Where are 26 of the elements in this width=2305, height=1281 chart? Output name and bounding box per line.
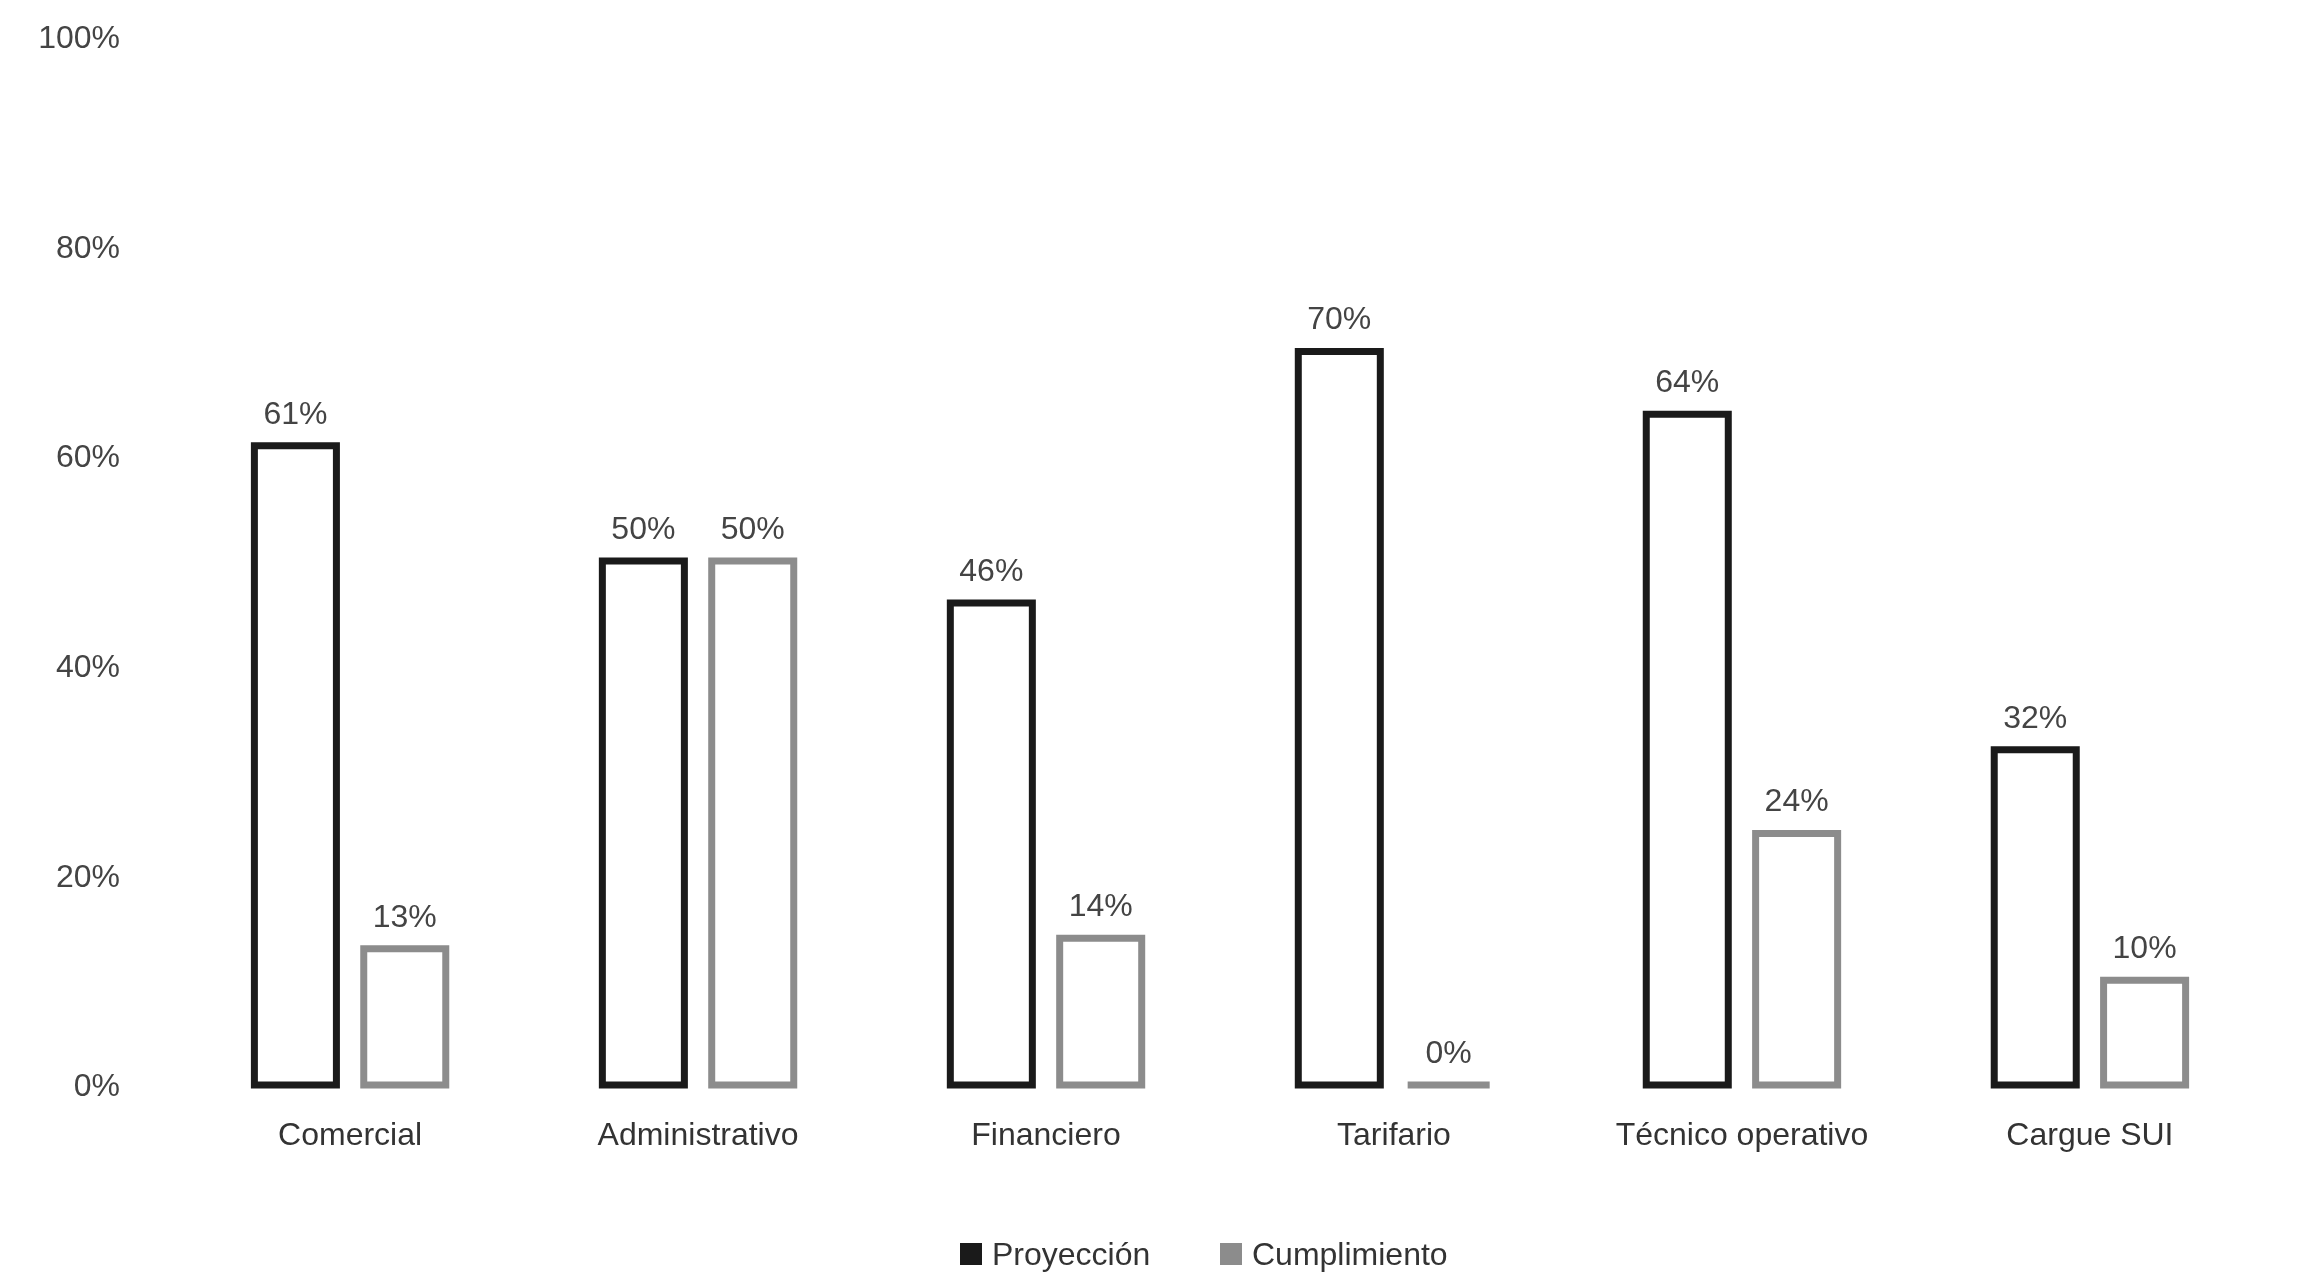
data-label: 14% [1068, 887, 1133, 924]
x-tick-label: Administrativo [597, 1116, 799, 1152]
y-tick-label: 60% [55, 438, 120, 475]
y-tick-label: 20% [55, 857, 120, 894]
legend-label: Cumplimiento [1252, 1236, 1448, 1273]
data-label: 32% [2003, 698, 2068, 735]
y-tick-label: 80% [55, 228, 120, 265]
y-tick-label: 100% [38, 19, 120, 56]
data-label: 0% [1425, 1034, 1472, 1070]
data-label: 46% [959, 551, 1024, 588]
data-label: 10% [2112, 929, 2177, 966]
data-label: 50% [611, 510, 676, 546]
data-label: 70% [1307, 300, 1372, 337]
data-label: 50% [720, 510, 785, 546]
x-tick-label: Tarifario [1337, 1116, 1451, 1152]
data-label: 61% [263, 394, 328, 431]
data-label: 24% [1764, 782, 1829, 819]
y-tick-label: 0% [73, 1067, 120, 1104]
data-label: 64% [1655, 363, 1720, 400]
data-label: 13% [372, 897, 437, 934]
x-tick-label: Comercial [278, 1116, 423, 1152]
x-tick-label: Técnico operativo [1615, 1116, 1869, 1152]
y-tick-label: 40% [55, 648, 120, 684]
x-tick-label: Cargue SUI [2006, 1116, 2174, 1152]
x-tick-label: Financiero [971, 1116, 1121, 1152]
legend-label: Proyección [992, 1236, 1151, 1273]
